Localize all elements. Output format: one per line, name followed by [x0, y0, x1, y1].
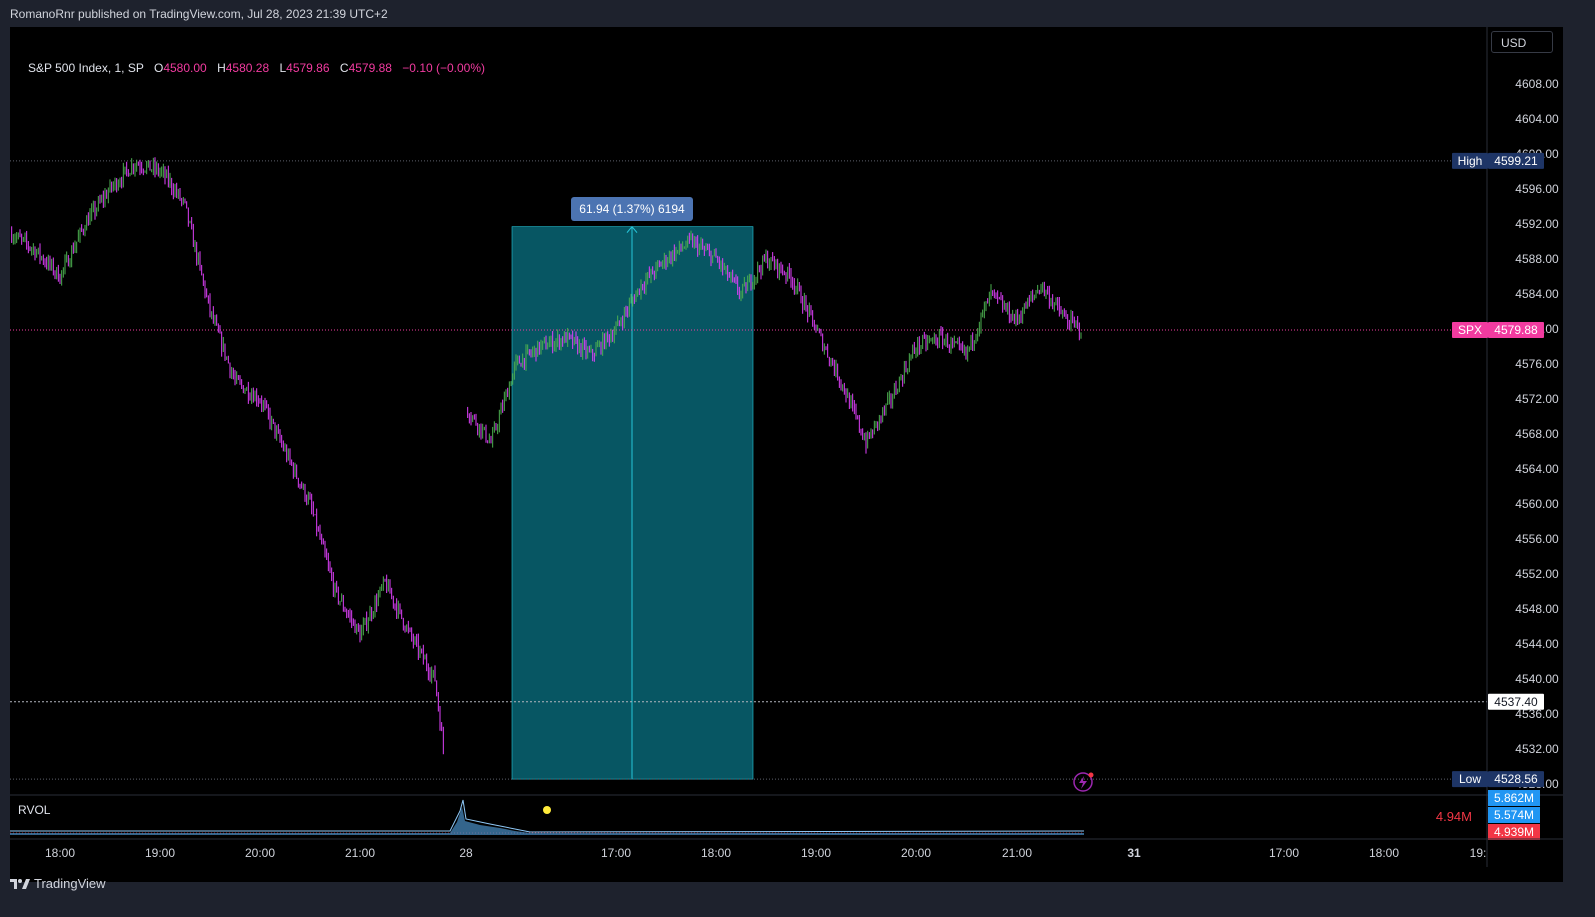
open-key: O	[153, 61, 164, 75]
ohlc-legend: S&P 500 Index, 1, SP O4580.00 H4580.28 L…	[28, 61, 485, 75]
time-label: 18:00	[45, 846, 75, 860]
price-tick: 4572.00	[1515, 392, 1559, 406]
symbol-tag-bg	[1452, 322, 1488, 339]
open-value: 4580.00	[163, 61, 207, 75]
price-tick: 4608.00	[1515, 77, 1559, 91]
lightning-icon[interactable]	[1073, 772, 1093, 792]
footer-brand: TradingView	[34, 876, 106, 891]
price-tick: 4568.00	[1515, 427, 1559, 441]
chart-canvas[interactable]: 61.94 (1.37%) 6194 4.94M 4608.00 4604.00 4…	[10, 27, 1563, 882]
time-label: 21:00	[345, 846, 375, 860]
high-tag-bg	[1452, 152, 1488, 169]
close-value: 4579.88	[348, 61, 392, 75]
time-label: 31	[1127, 846, 1141, 860]
time-label: 17:00	[601, 846, 631, 860]
rvol-axis-badge	[1488, 807, 1540, 823]
published-header: RomanoRnr published on TradingView.com, …	[10, 7, 388, 21]
high-value-bg	[1488, 152, 1544, 169]
high-key: H	[217, 61, 226, 75]
time-label: 17:00	[1269, 846, 1299, 860]
low-value: 4528.56	[1494, 772, 1538, 786]
rvol-axis-value: 5.862M	[1494, 791, 1534, 805]
price-tick: 4560.00	[1515, 497, 1559, 511]
last-price-value: 4579.88	[1494, 323, 1538, 337]
rvol-axis-value: 4.939M	[1494, 825, 1534, 839]
time-label: 19:00	[145, 846, 175, 860]
measure-arrowhead-icon	[626, 225, 638, 233]
time-label: 20:00	[245, 846, 275, 860]
price-tick: 4536.00	[1515, 707, 1559, 721]
change-value: −0.10 (−0.00%)	[402, 61, 486, 75]
high-value: 4599.21	[1494, 154, 1538, 168]
rvol-axis-badge	[1488, 790, 1540, 806]
rvol-value: 4.94M	[1436, 809, 1472, 824]
time-label: 19:	[1470, 846, 1487, 860]
symbol-title[interactable]: S&P 500 Index, 1, SP	[28, 61, 144, 75]
tradingview-logo-icon	[10, 878, 30, 889]
high-tag: High	[1458, 154, 1483, 168]
crosshair-value: 4537.40	[1494, 695, 1538, 709]
price-tick: 4556.00	[1515, 532, 1559, 546]
measure-label: 61.94 (1.37%) 6194	[579, 202, 685, 216]
price-tick: 4564.00	[1515, 462, 1559, 476]
low-value-bg	[1488, 771, 1544, 788]
rvol-line	[10, 799, 1085, 833]
high-value: 4580.28	[225, 61, 270, 75]
low-tag-bg	[1452, 771, 1488, 788]
footer[interactable]: TradingView	[10, 876, 106, 891]
price-tick: 4540.00	[1515, 672, 1559, 686]
rvol-axis-value: 5.574M	[1494, 808, 1534, 822]
rvol-title: RVOL	[18, 803, 51, 817]
price-tick: 4588.00	[1515, 252, 1559, 266]
price-tick: 4532.00	[1515, 742, 1559, 756]
time-label: 20:00	[901, 846, 931, 860]
price-tick: 4548.00	[1515, 602, 1559, 616]
price-tick: 4596.00	[1515, 182, 1559, 196]
time-label: 19:00	[801, 846, 831, 860]
last-price-value-bg	[1488, 322, 1544, 339]
symbol-tag: SPX	[1458, 323, 1482, 337]
price-tick: 4544.00	[1515, 637, 1559, 651]
low-key: L	[279, 61, 287, 75]
price-tick: 4592.00	[1515, 217, 1559, 231]
signal-dot	[543, 806, 551, 814]
lightning-glyph-icon	[1079, 776, 1087, 789]
notification-dot-icon	[1088, 772, 1094, 778]
crosshair-value-bg	[1488, 693, 1544, 710]
price-tick: 4552.00	[1515, 567, 1559, 581]
chart-frame[interactable]: 61.94 (1.37%) 6194 4.94M 4608.00 4604.00 4…	[10, 27, 1563, 882]
low-tag: Low	[1459, 772, 1481, 786]
time-label: 18:00	[1369, 846, 1399, 860]
time-label: 21:00	[1002, 846, 1032, 860]
time-label: 18:00	[701, 846, 731, 860]
time-label: 28	[459, 846, 473, 860]
price-tick: 4576.00	[1515, 357, 1559, 371]
close-key: C	[339, 61, 349, 75]
price-tick: 4604.00	[1515, 112, 1559, 126]
rvol-axis-badge	[1488, 824, 1540, 840]
low-value: 4579.86	[286, 61, 330, 75]
price-tick: 4584.00	[1515, 287, 1559, 301]
measure-label-bg	[571, 197, 693, 221]
currency-button[interactable]: USD	[1491, 31, 1553, 53]
